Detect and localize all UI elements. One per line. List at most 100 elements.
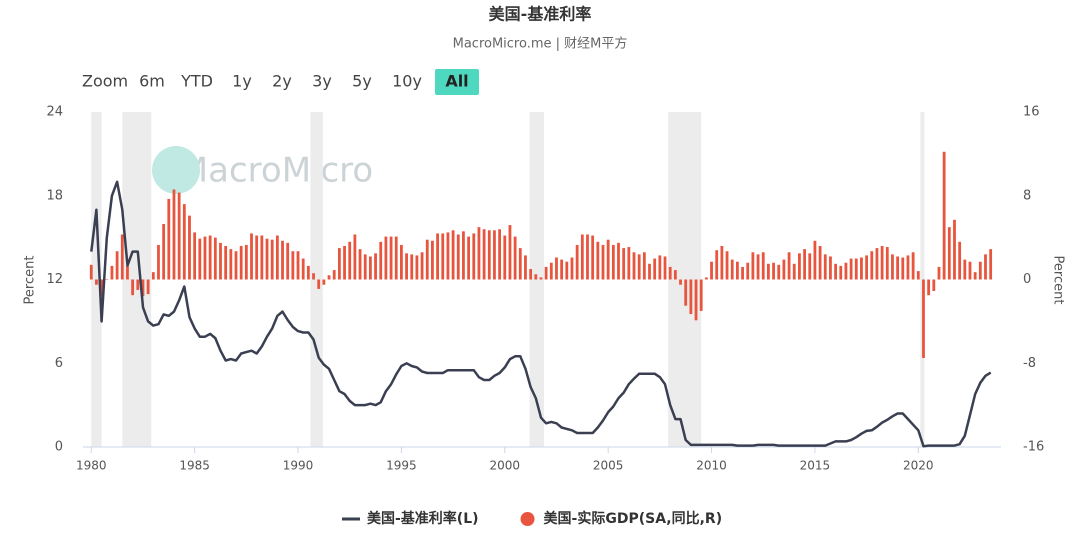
gdp-bar (337, 248, 341, 280)
gdp-bar (947, 227, 951, 280)
chart-subtitle: MacroMicro.me | 财经M平方 (453, 36, 628, 52)
gdp-bar (177, 192, 181, 280)
gdp-bar (725, 251, 729, 280)
gdp-bar (611, 244, 615, 280)
gdp-bar (410, 254, 414, 280)
gdp-bar (766, 263, 770, 280)
gdp-bar (555, 257, 558, 280)
gdp-bar (880, 246, 884, 280)
gdp-bar (441, 233, 445, 280)
gdp-bar (224, 246, 228, 280)
range-button[interactable]: 6m (139, 72, 165, 91)
gdp-bar (524, 255, 527, 280)
gdp-bar (394, 236, 398, 280)
gdp-bar (379, 241, 383, 280)
gdp-bar (275, 235, 279, 280)
gdp-bar (431, 240, 434, 280)
gdp-bar (648, 263, 651, 280)
gdp-bar (482, 229, 486, 280)
gdp-bar (596, 241, 600, 280)
watermark-logo (152, 146, 200, 194)
range-button[interactable]: All (445, 72, 468, 91)
x-tick-label: 1995 (386, 459, 417, 473)
gdp-bar (777, 264, 781, 280)
gdp-bar (343, 246, 346, 280)
gdp-bar (317, 279, 321, 289)
gdp-bar (787, 252, 791, 280)
gdp-bar (586, 234, 589, 280)
gdp-bar (374, 253, 377, 280)
gdp-bar (854, 258, 858, 280)
gdp-bar (291, 251, 295, 280)
gdp-bar (503, 235, 507, 280)
gdp-bar (265, 238, 269, 280)
range-button-bg[interactable] (435, 69, 479, 95)
x-tick-label: 1985 (179, 459, 210, 473)
gdp-bar (989, 249, 993, 280)
gdp-bar (575, 244, 579, 280)
gdp-bar (916, 271, 920, 280)
range-button[interactable]: 5y (352, 72, 372, 91)
gdp-bar (115, 251, 119, 280)
range-button[interactable]: 10y (392, 72, 422, 91)
gdp-bar (451, 230, 455, 280)
gdp-bar (162, 224, 166, 280)
x-tick-label: 2010 (696, 459, 727, 473)
gdp-bar (896, 256, 900, 280)
gdp-bar (353, 234, 357, 280)
gdp-bar (188, 215, 191, 280)
gdp-bar (627, 247, 631, 280)
gdp-bar (968, 261, 972, 280)
gdp-bar (456, 234, 460, 280)
gdp-bar (730, 259, 734, 280)
legend-label[interactable]: 美国-实际GDP(SA,同比,R) (544, 510, 723, 527)
gdp-bar (751, 252, 755, 280)
gdp-bar (167, 198, 171, 280)
gdp-bar (250, 233, 253, 280)
gdp-bar (436, 233, 439, 280)
gdp-bar (89, 264, 93, 280)
gdp-bar (642, 252, 646, 280)
range-button[interactable]: 2y (272, 72, 292, 91)
gdp-bar (151, 272, 155, 280)
y-tick-label: 12 (46, 272, 63, 287)
gdp-bar (818, 246, 822, 280)
zoom-label: Zoom (82, 72, 128, 91)
gdp-bar (684, 279, 688, 306)
gdp-bar (487, 230, 491, 280)
gdp-bar (958, 241, 962, 280)
gdp-bar (622, 248, 626, 280)
gdp-bar (348, 241, 352, 280)
y2-tick-label: 8 (1023, 188, 1031, 203)
gdp-bar (120, 234, 124, 280)
range-button[interactable]: 3y (312, 72, 332, 91)
legend-label[interactable]: 美国-基准利率(L) (367, 510, 479, 527)
gdp-bar (963, 259, 967, 280)
range-button[interactable]: 1y (232, 72, 252, 91)
x-tick-label: 1980 (76, 459, 107, 473)
gdp-bar (906, 255, 910, 280)
gdp-bar (358, 249, 362, 280)
gdp-bar (901, 257, 905, 280)
gdp-bar (467, 236, 471, 280)
gdp-bar (606, 239, 610, 280)
gdp-bar (126, 265, 129, 280)
gdp-bar (498, 229, 502, 280)
gdp-bar (653, 258, 657, 280)
range-button[interactable]: YTD (180, 72, 213, 91)
gdp-bar (942, 151, 946, 280)
gdp-bar (937, 266, 941, 280)
gdp-bar (891, 254, 894, 280)
gdp-bar (849, 258, 853, 280)
gdp-bar (580, 234, 584, 280)
gdp-bar (720, 246, 724, 280)
gdp-bar (100, 279, 104, 297)
legend-swatch (520, 512, 535, 526)
gdp-bar (699, 279, 703, 311)
gdp-bar (477, 227, 481, 280)
gdp-bar (973, 272, 977, 280)
gdp-bar (534, 274, 538, 280)
gdp-bar (658, 255, 662, 280)
gdp-bar (663, 256, 667, 280)
